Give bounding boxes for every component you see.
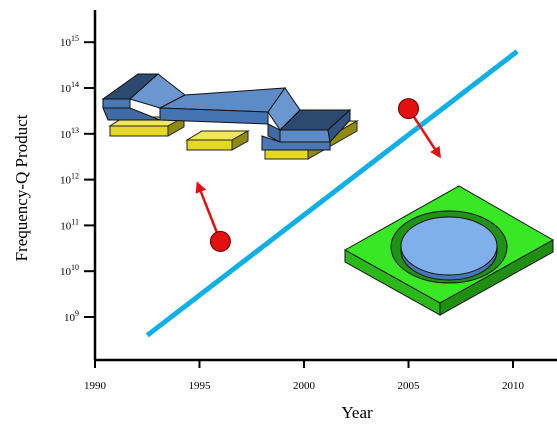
- y-tick-label: 1015: [60, 34, 79, 49]
- x-tick-label: 2010: [502, 380, 525, 392]
- y-ticks: 109 1010 1011 1012 1013 1014 1015: [60, 34, 95, 324]
- y-tick-label: 1014: [60, 80, 79, 95]
- disk-resonator-icon: [343, 185, 555, 316]
- y-tick-label: 1013: [60, 126, 79, 141]
- arrow-marker-dot: [398, 98, 419, 120]
- trend-line: [145, 49, 519, 338]
- x-ticks: 1990 1995 2000 2005 2010: [84, 360, 525, 392]
- x-tick-label: 1995: [189, 380, 212, 392]
- y-tick-label: 1010: [60, 263, 79, 278]
- annotation-layer: [195, 98, 441, 252]
- y-tick-label: 109: [64, 309, 79, 324]
- x-axis-title: Year: [341, 403, 373, 422]
- red-arrow-marker: [195, 181, 231, 252]
- y-tick-label: 1012: [60, 172, 79, 187]
- x-tick-label: 2000: [293, 380, 316, 392]
- series-layer: [145, 49, 519, 338]
- clamped-beam-resonator-icon: [101, 73, 359, 160]
- y-tick-label: 1011: [60, 217, 79, 232]
- red-arrow-marker: [398, 98, 441, 159]
- x-tick-label: 2005: [398, 380, 421, 392]
- arrow-marker-dot: [209, 230, 231, 252]
- x-tick-label: 1990: [84, 380, 107, 392]
- y-axis-title: Frequency-Q Product: [12, 114, 31, 261]
